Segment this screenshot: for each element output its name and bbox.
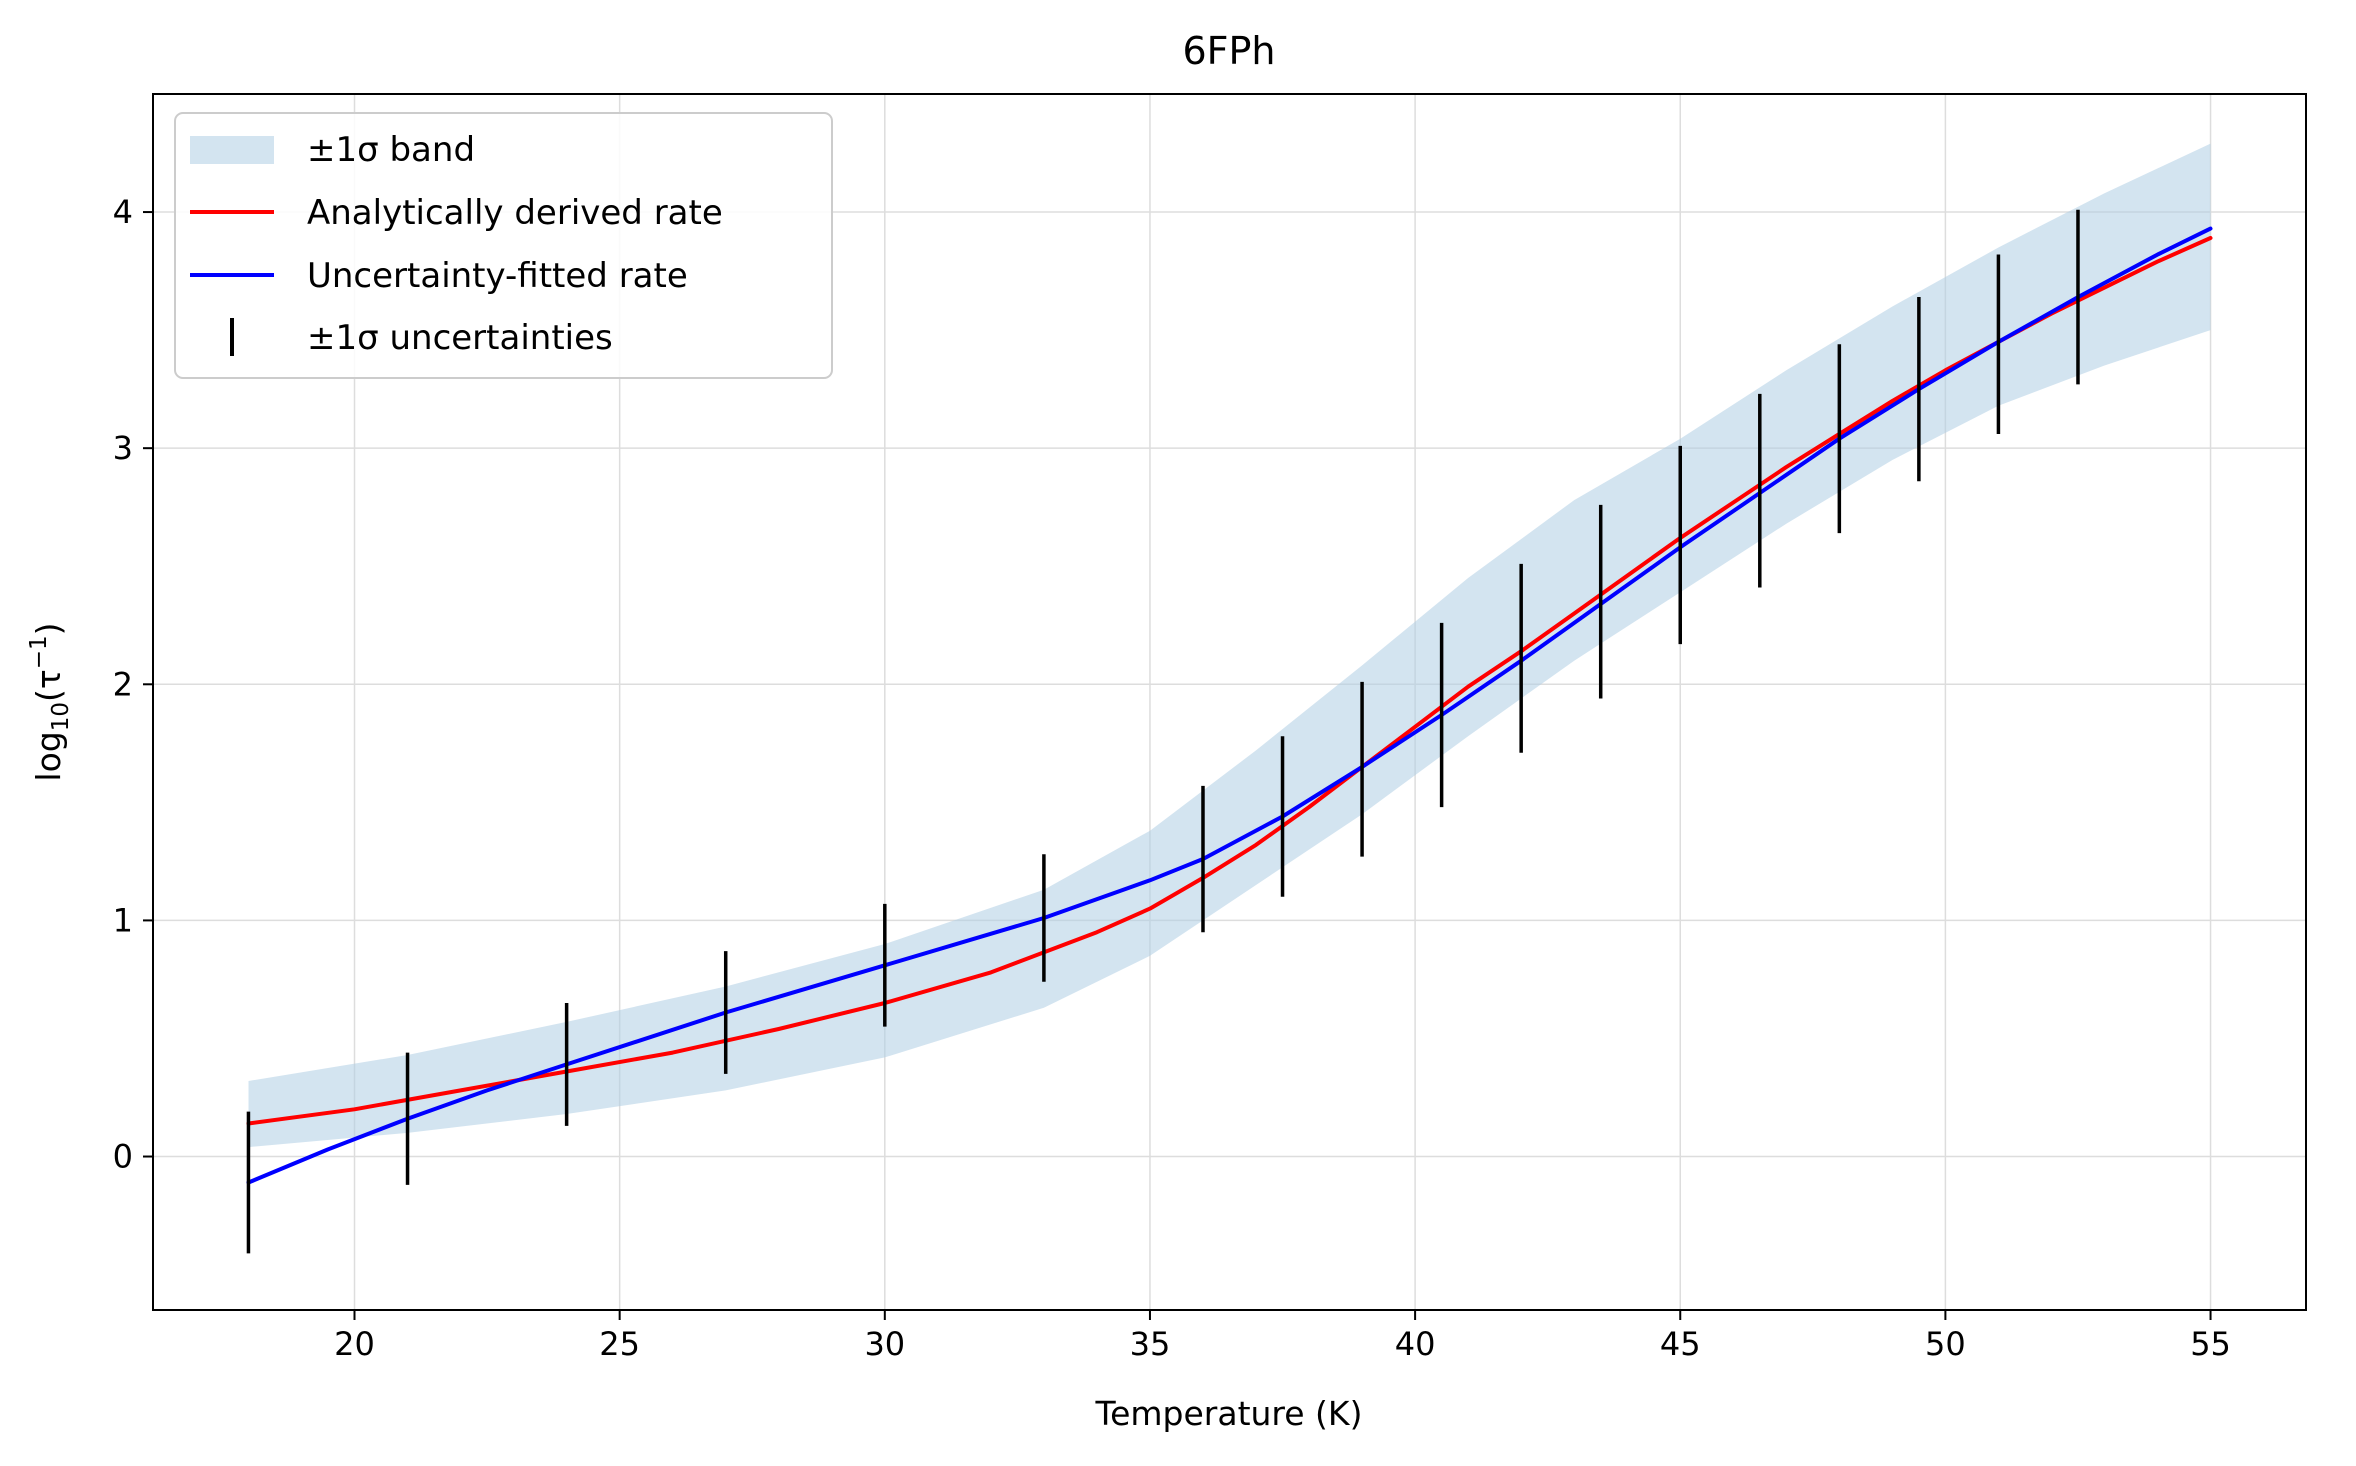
sigma-band — [248, 143, 2211, 1148]
x-tick-label: 35 — [1130, 1325, 1171, 1363]
legend-label-band: ±1σ band — [307, 130, 475, 170]
y-axis-label-sup: −1 — [26, 635, 52, 669]
y-tick-label: 1 — [113, 901, 133, 939]
x-tick-label: 20 — [334, 1325, 375, 1363]
x-axis-label: Temperature (K) — [1095, 1394, 1363, 1433]
x-tick-label: 30 — [864, 1325, 905, 1363]
y-axis-label: log10(τ−1) — [26, 622, 74, 781]
y-axis-ticks: 0 1 2 3 4 — [113, 193, 153, 1176]
y-tick-label: 0 — [113, 1138, 133, 1176]
y-axis-label-prefix: log — [29, 731, 68, 781]
legend-swatch-band — [190, 136, 274, 164]
legend: ±1σ band Analytically derived rate Uncer… — [174, 112, 833, 379]
plot-frame — [152, 93, 2307, 1311]
y-tick-label: 4 — [113, 193, 133, 231]
legend-label-fitted: Uncertainty-fitted rate — [307, 256, 688, 296]
y-axis-label-close: ) — [29, 622, 68, 635]
legend-box — [174, 112, 833, 379]
y-axis-label-sub: 10 — [48, 702, 74, 731]
x-axis-ticks: 20 25 30 35 40 45 50 55 — [334, 1310, 2231, 1363]
x-tick-label: 50 — [1925, 1325, 1966, 1363]
chart-title: 6FPh — [1182, 29, 1275, 73]
legend-label-analytic: Analytically derived rate — [307, 193, 723, 233]
x-tick-label: 55 — [2190, 1325, 2231, 1363]
x-tick-label: 40 — [1395, 1325, 1436, 1363]
y-tick-label: 3 — [113, 429, 133, 467]
y-tick-label: 2 — [113, 665, 133, 703]
errorbar-layer — [246, 209, 2080, 1254]
x-tick-label: 45 — [1660, 1325, 1701, 1363]
y-axis-label-open: (τ — [29, 669, 68, 702]
band-layer — [248, 143, 2211, 1148]
legend-label-errorbar: ±1σ uncertainties — [307, 318, 613, 358]
x-tick-label: 25 — [599, 1325, 640, 1363]
